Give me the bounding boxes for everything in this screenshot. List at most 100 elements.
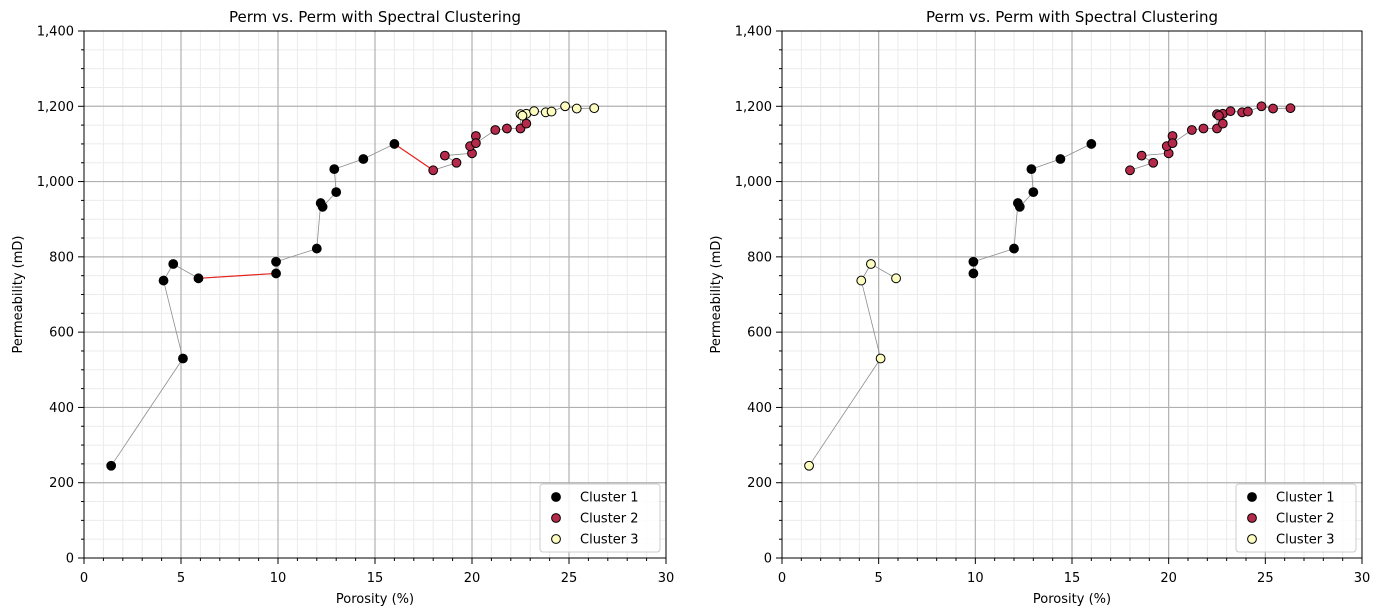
legend: Cluster 1 Cluster 2 Cluster 3 [539,483,661,553]
data-point [856,275,867,286]
x-axis-label: Porosity (%) [1033,592,1111,607]
ticks [776,30,1363,564]
data-point [1086,139,1097,149]
y-tick-label: 400 [49,401,74,416]
y-tick-label: 600 [49,326,74,341]
data-point [1014,201,1025,212]
data-point [546,106,557,117]
legend-label: Cluster 2 [1276,512,1335,527]
x-tick-label: 20 [1160,571,1177,586]
data-point [439,150,450,161]
chart-title: Perm vs. Perm with Spectral Clustering [926,8,1218,26]
connecting-lines [808,105,1291,467]
x-tick-label: 25 [561,571,578,586]
data-point [178,353,188,364]
data-point [517,110,528,121]
highlight-segment [394,143,434,171]
data-point [875,353,886,364]
x-tick-label: 5 [875,571,883,586]
series-1 [106,139,400,471]
data-point [329,164,340,175]
chart-right: 0 5 10 15 20 25 30 0 200 400 600 800 1,000 1,200 1,400… [709,8,1370,607]
data-point [1167,138,1178,149]
data-point [866,259,876,269]
data-point [490,125,501,135]
series-2 [1125,101,1296,176]
major-grid [84,31,666,558]
chart-left: 0 5 10 15 20 25 30 0 200 400 600 800 1,000 1,200 1,400… [11,8,674,607]
y-tick-label: 600 [747,326,772,341]
y-axis-label: Permeability (mD) [11,236,26,354]
x-tick-label: 25 [1257,571,1274,586]
series-2 [428,118,532,176]
data-point [1214,110,1224,121]
legend-marker [551,492,561,502]
y-tick-label: 1,200 [37,100,74,115]
x-tick-label: 30 [658,571,675,586]
data-point [470,138,481,149]
data-point [1028,187,1039,198]
legend-box [1235,483,1357,553]
legend-label: Cluster 3 [580,533,639,548]
y-tick-label: 200 [49,476,74,491]
y-axis-label: Permeability (mD) [709,236,724,354]
data-point [158,275,169,286]
legend-marker [551,534,561,544]
legend: Cluster 1 Cluster 2 Cluster 3 [1235,483,1357,553]
data-point [1225,106,1236,117]
data-point [589,103,600,114]
data-point [1009,243,1019,254]
data-point [891,273,901,284]
y-tick-label: 0 [764,552,772,567]
legend-label: Cluster 1 [580,491,639,506]
data-point [271,268,281,279]
x-tick-label: 0 [778,571,786,586]
y-tick-label: 1,400 [37,25,74,40]
data-point [968,256,979,267]
data-point [1217,118,1228,129]
legend-box [539,483,661,553]
data-point [1055,154,1066,164]
x-tick-label: 15 [367,571,384,586]
y-tick-label: 1,000 [37,175,74,190]
data-point [1136,150,1147,161]
x-tick-label: 0 [80,571,88,586]
y-tick-label: 800 [747,250,772,265]
series-1 [968,139,1097,279]
x-tick-label: 15 [1064,571,1081,586]
x-tick-label: 5 [177,571,185,586]
data-point [428,165,439,176]
data-point [1198,123,1209,134]
data-point [521,118,532,129]
connecting-path [110,105,595,467]
legend-label: Cluster 2 [580,512,639,527]
data-point [389,139,400,149]
y-tick-label: 400 [747,401,772,416]
data-point [1243,106,1253,117]
x-axis-label: Porosity (%) [336,592,414,607]
data-point [331,187,342,198]
highlight-segment [198,272,277,279]
data-point [502,123,512,134]
data-point [106,460,117,471]
legend-marker [551,513,561,523]
series-3 [804,259,901,471]
connecting-lines [110,105,595,467]
legend-marker [1247,513,1257,523]
data-point [451,157,462,168]
data-point [529,106,539,117]
data-point [168,259,179,269]
data-point [1285,103,1296,114]
series-3 [515,101,600,121]
data-point [1125,165,1135,176]
data-point [560,101,571,112]
data-point [571,103,582,114]
data-point [1148,157,1159,168]
chart-title: Perm vs. Perm with Spectral Clustering [229,8,521,26]
y-tick-label: 1,000 [735,175,772,190]
data-point [1186,125,1197,135]
y-tick-label: 200 [747,476,772,491]
x-tick-label: 20 [464,571,481,586]
legend-label: Cluster 3 [1276,533,1335,548]
